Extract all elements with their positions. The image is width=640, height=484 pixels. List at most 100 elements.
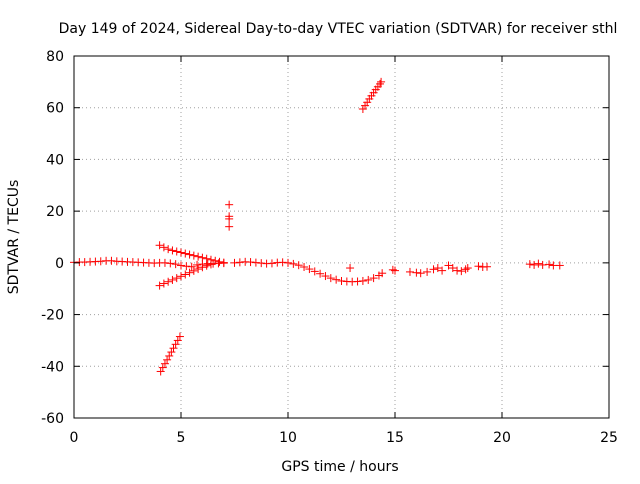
data-point <box>155 281 164 290</box>
data-point <box>198 263 207 272</box>
y-tick-label: -20 <box>41 308 64 324</box>
data-point <box>257 259 266 268</box>
data-point <box>96 257 105 266</box>
data-point <box>463 264 472 273</box>
data-point <box>181 249 190 258</box>
data-point <box>332 275 341 284</box>
data-point <box>158 363 167 372</box>
y-tick-label: -40 <box>41 359 64 375</box>
data-point <box>164 277 173 286</box>
data-point <box>423 267 432 276</box>
chart-title: Day 149 of 2024, Sidereal Day-to-day VTE… <box>59 21 618 37</box>
data-point <box>391 266 399 275</box>
data-point <box>376 79 385 88</box>
data-point <box>358 276 367 285</box>
y-tick-label: -60 <box>41 411 64 427</box>
data-point <box>160 258 169 267</box>
data-point <box>173 336 182 345</box>
y-tick-label: 20 <box>46 204 64 220</box>
data-point <box>429 265 438 274</box>
data-point <box>168 246 177 255</box>
data-point <box>164 245 173 254</box>
data-point <box>172 274 181 283</box>
data-point <box>278 258 287 267</box>
data-point <box>211 256 220 265</box>
data-point <box>155 241 164 250</box>
data-point <box>202 254 211 263</box>
data-point <box>353 277 362 286</box>
data-point <box>555 261 564 270</box>
data-point <box>361 101 370 110</box>
data-point <box>168 275 177 284</box>
data-point <box>444 261 453 270</box>
x-tick-label: 0 <box>70 430 79 446</box>
data-point <box>230 258 239 267</box>
data-point <box>166 259 175 268</box>
x-axis-label: GPS time / hours <box>281 459 398 475</box>
data-point <box>182 262 191 271</box>
y-tick-label: 40 <box>46 152 64 168</box>
data-point <box>530 260 539 269</box>
data-point <box>163 355 172 364</box>
data-point <box>525 260 534 269</box>
data-point <box>412 268 421 277</box>
data-point <box>534 259 543 268</box>
data-point <box>305 265 314 274</box>
data-point <box>167 348 176 357</box>
data-point <box>177 248 185 257</box>
data-point <box>202 261 211 270</box>
data-point <box>171 340 180 349</box>
grid-lines <box>74 56 609 418</box>
data-point <box>171 260 180 269</box>
data-point <box>159 243 168 252</box>
y-tick-label: 60 <box>46 101 64 117</box>
data-point <box>206 260 215 269</box>
data-point <box>169 344 178 353</box>
data-point <box>321 272 330 281</box>
data-point <box>545 260 554 269</box>
data-point <box>289 259 298 268</box>
data-point <box>405 267 414 276</box>
data-point <box>284 258 292 267</box>
data-point <box>251 258 260 267</box>
x-tick-label: 25 <box>600 430 618 446</box>
data-point <box>156 367 165 376</box>
data-point <box>193 260 202 269</box>
data-point <box>215 257 224 266</box>
data-point <box>185 268 194 277</box>
data-point <box>235 258 244 267</box>
data-point <box>310 267 319 276</box>
data-point <box>187 262 196 271</box>
plot-frame <box>73 55 610 419</box>
data-point <box>326 274 335 283</box>
data-point <box>337 276 346 285</box>
data-point <box>538 260 547 269</box>
data-point <box>457 267 466 276</box>
data-point <box>177 272 185 281</box>
y-tick-label: 0 <box>55 256 64 272</box>
data-point <box>267 259 276 268</box>
data-point <box>364 275 373 284</box>
data-point <box>189 266 198 275</box>
y-axis-label: SDTVAR / TECUs <box>6 180 22 295</box>
x-tick-label: 10 <box>279 430 297 446</box>
data-point <box>474 262 483 271</box>
data-point <box>377 77 386 86</box>
data-point <box>189 251 198 260</box>
data-point <box>159 279 168 288</box>
data-point <box>172 247 181 256</box>
data-point <box>107 256 116 265</box>
data-point <box>448 264 457 273</box>
data-point <box>198 253 207 262</box>
data-point <box>181 270 190 279</box>
y-tick-label: 80 <box>46 49 64 65</box>
data-point <box>433 264 442 273</box>
data-point <box>185 250 194 259</box>
data-points <box>70 77 564 376</box>
data-point <box>378 269 387 278</box>
data-point <box>346 264 355 273</box>
data-point <box>316 269 325 278</box>
data-point <box>177 261 185 270</box>
